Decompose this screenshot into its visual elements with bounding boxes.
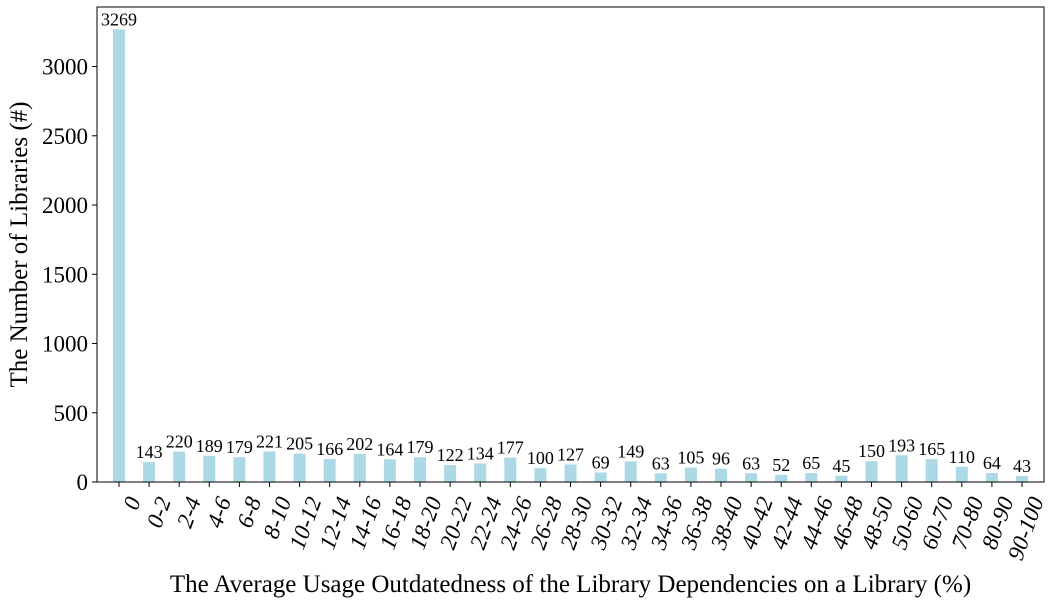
bar-28-30: [564, 464, 577, 482]
bar-12-14: [323, 459, 336, 482]
data-label-42-44: 52: [772, 455, 790, 475]
y-tick-label-2000: 2000: [42, 193, 88, 218]
x-tick-label-0: 0: [118, 493, 146, 513]
data-label-14-16: 202: [346, 434, 373, 454]
bar-18-20: [414, 457, 426, 482]
data-label-2-4: 220: [166, 432, 193, 452]
data-label-24-26: 177: [497, 437, 524, 457]
y-tick-label-500: 500: [54, 401, 89, 426]
data-label-26-28: 100: [527, 448, 554, 468]
bar-42-44: [775, 474, 788, 482]
y-tick-label-0: 0: [77, 470, 89, 495]
data-label-0-2: 143: [136, 442, 163, 462]
bar-20-22: [444, 465, 457, 482]
data-label-28-30: 127: [557, 444, 584, 464]
bar-10-12: [293, 453, 306, 482]
data-label-60-70: 165: [918, 439, 945, 459]
y-tick-label-1500: 1500: [42, 262, 88, 287]
bar-30-32: [594, 472, 607, 482]
data-label-34-36: 63: [652, 453, 670, 473]
data-label-8-10: 221: [256, 431, 283, 451]
x-tick-label-4-6: 4-6: [202, 493, 236, 531]
data-label-70-80: 110: [949, 447, 975, 467]
bar-34-36: [654, 473, 667, 482]
bar-0-2: [143, 462, 156, 482]
bar-46-48: [835, 475, 848, 482]
data-label-36-38: 105: [677, 447, 704, 467]
data-label-80-90: 64: [983, 453, 1001, 473]
data-label-44-46: 65: [802, 453, 820, 473]
data-label-90-100: 43: [1013, 456, 1031, 476]
data-label-32-34: 149: [617, 441, 644, 461]
y-axis-title: The Number of Libraries (#): [6, 102, 33, 388]
data-label-12-14: 166: [316, 439, 343, 459]
bar-48-50: [865, 461, 878, 482]
x-axis: 00-22-44-66-88-1010-1212-1414-1616-1818-…: [118, 482, 1049, 563]
bar-8-10: [263, 451, 276, 482]
bar-32-34: [624, 461, 637, 482]
data-label-30-32: 69: [592, 452, 610, 472]
data-label-46-48: 45: [832, 456, 850, 476]
data-label-6-8: 179: [226, 437, 253, 457]
bar-40-42: [745, 473, 758, 482]
data-label-10-12: 205: [286, 434, 313, 454]
x-axis-title: The Average Usage Outdatedness of the Li…: [170, 571, 971, 598]
data-label-20-22: 122: [437, 445, 464, 465]
bar-38-40: [715, 468, 727, 482]
bar-26-28: [534, 468, 547, 482]
data-label-22-24: 134: [467, 443, 494, 463]
bar-60-70: [925, 459, 938, 482]
bars-layer: [113, 29, 1028, 482]
bar-36-38: [684, 467, 697, 482]
bar-44-46: [805, 472, 818, 482]
bar-70-80: [955, 466, 968, 482]
x-tick-label-0-2: 0-2: [142, 494, 176, 531]
y-tick-label-1000: 1000: [42, 332, 88, 357]
data-label-38-40: 96: [712, 449, 730, 469]
bar-50-60: [895, 455, 908, 482]
data-label-48-50: 150: [858, 441, 885, 461]
bar-14-16: [353, 454, 366, 482]
bar-16-18: [383, 459, 396, 482]
bar-24-26: [504, 457, 517, 482]
plot-frame: [96, 6, 1045, 483]
bar-4-6: [203, 455, 216, 482]
bar-6-8: [233, 457, 246, 482]
y-axis: 0 500 1000 1500 2000 2500 3000: [42, 55, 97, 495]
bar-22-24: [474, 463, 487, 482]
bar-80-90: [985, 473, 998, 482]
data-label-16-18: 164: [376, 439, 403, 459]
data-label-0: 3269: [101, 9, 137, 29]
data-label-4-6: 189: [196, 436, 223, 456]
x-tick-label-2-4: 2-4: [172, 494, 206, 531]
bar-0: [113, 29, 125, 482]
data-label-18-20: 179: [407, 437, 434, 457]
data-label-40-42: 63: [742, 453, 760, 473]
y-tick-label-3000: 3000: [42, 55, 88, 80]
bar-90-100: [1016, 476, 1028, 482]
data-label-50-60: 193: [888, 435, 915, 455]
y-tick-label-2500: 2500: [42, 124, 88, 149]
bar-2-4: [173, 451, 186, 482]
